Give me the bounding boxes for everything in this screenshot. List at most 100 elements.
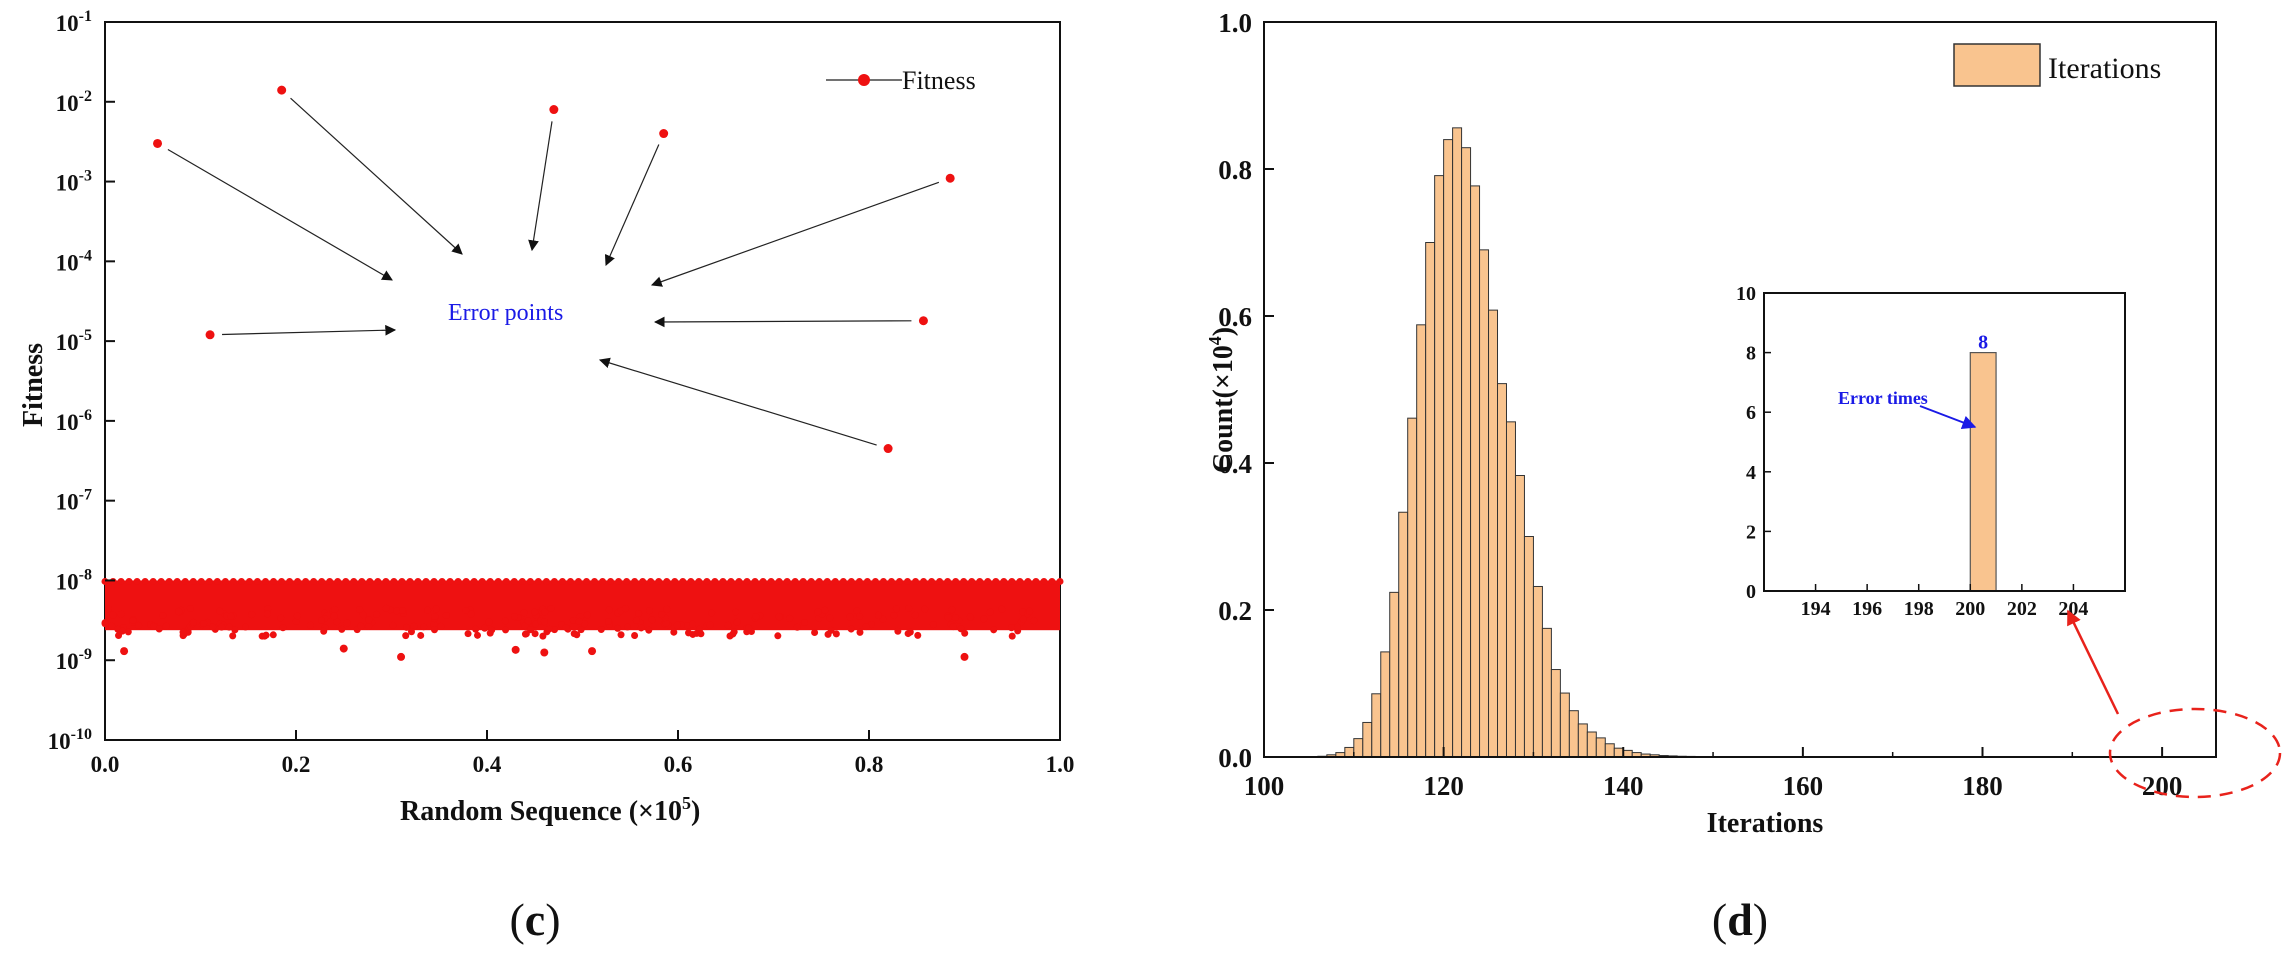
normal-point [269, 631, 277, 639]
normal-point [356, 606, 364, 614]
error-arrow [290, 97, 463, 255]
inset-x-tick-label: 202 [2007, 598, 2037, 620]
normal-point [645, 607, 653, 615]
inset-y-tick-label: 6 [1746, 402, 1756, 424]
x-tick-label-c: 0.4 [473, 752, 502, 777]
normal-point [911, 611, 919, 619]
low-outlier-point [120, 647, 129, 656]
inset-y-tick-label: 2 [1746, 521, 1756, 543]
error-point [549, 105, 559, 115]
normal-point [157, 577, 165, 585]
normal-point [541, 608, 549, 616]
normal-point [343, 619, 351, 627]
normal-point [485, 618, 493, 626]
normal-point [990, 626, 998, 634]
inset-bar-value-label: 8 [1978, 332, 1988, 354]
error-point [883, 444, 893, 454]
low-outlier-point [540, 648, 549, 657]
normal-point [847, 577, 855, 585]
normal-point [359, 611, 367, 619]
normal-point [464, 630, 472, 638]
normal-point [815, 577, 823, 585]
normal-point [670, 628, 678, 636]
normal-point [775, 613, 783, 621]
normal-point [109, 611, 117, 619]
normal-point [862, 623, 870, 631]
normal-point [473, 631, 481, 639]
normal-point [647, 577, 655, 585]
inset-x-tick-label: 194 [1801, 598, 1831, 620]
normal-point [117, 577, 125, 585]
x-axis-label-d: Iterations [1707, 808, 1824, 839]
legend-label-d: Iterations [2048, 52, 2161, 85]
normal-point [786, 614, 794, 622]
normal-point [558, 577, 566, 585]
normal-point [1056, 577, 1064, 585]
normal-point [402, 632, 410, 640]
normal-point [320, 627, 328, 635]
normal-point [570, 630, 578, 638]
inset-y-tick-label: 0 [1746, 581, 1756, 603]
normal-point [431, 613, 439, 621]
normal-point [539, 632, 547, 640]
normal-point [129, 616, 137, 624]
normal-point [984, 577, 992, 585]
normal-point [175, 608, 183, 616]
normal-point [270, 577, 278, 585]
normal-point [929, 621, 937, 629]
histogram-bar [1443, 139, 1454, 758]
normal-point [133, 577, 141, 585]
error-point [277, 85, 287, 95]
normal-point [108, 622, 116, 630]
normal-point [237, 577, 245, 585]
normal-point [165, 577, 173, 585]
normal-points-band [101, 577, 1064, 640]
normal-point [1000, 577, 1008, 585]
normal-point [823, 577, 831, 585]
y-tick-label-d: 0.2 [1218, 596, 1252, 626]
normal-point [1032, 577, 1040, 585]
error-point [153, 138, 163, 148]
normal-point [735, 577, 743, 585]
y-tick-label-c: 10-3 [56, 168, 92, 196]
normal-point [403, 623, 411, 631]
normal-point [292, 617, 300, 625]
normal-point [689, 620, 697, 628]
normal-point [631, 577, 639, 585]
normal-point [566, 577, 574, 585]
histogram-bar [1613, 747, 1624, 758]
normal-point [577, 626, 585, 634]
normal-point [961, 629, 969, 637]
normal-point [632, 616, 640, 624]
normal-point [1024, 577, 1032, 585]
normal-point [944, 614, 952, 622]
normal-point [520, 609, 528, 617]
normal-point [752, 612, 760, 620]
normal-point [432, 605, 440, 613]
normal-point [966, 613, 974, 621]
normal-point [706, 621, 714, 629]
legend-label-c: Fitness [902, 66, 976, 95]
histogram-bar [1497, 383, 1507, 758]
plot-area-d [1263, 21, 2217, 758]
normal-point [569, 617, 577, 625]
histogram-bar [1416, 324, 1427, 758]
inset-bar [1969, 352, 1997, 592]
x-tick-label-c: 0.6 [664, 752, 693, 777]
y-axis-label-c: Fitness [18, 343, 49, 427]
normal-point [277, 614, 285, 622]
normal-point [952, 613, 960, 621]
histogram-bar [1505, 421, 1516, 758]
error-arrow [650, 181, 940, 287]
normal-point [209, 623, 217, 631]
panel-label-c: (c) [509, 894, 560, 945]
normal-point [101, 620, 109, 628]
y-tick-label-c: 10-5 [56, 327, 92, 355]
normal-point [868, 621, 876, 629]
histogram-bar [1425, 242, 1436, 758]
normal-point [875, 611, 883, 619]
normal-point [767, 577, 775, 585]
inset-x-tick-label: 198 [1904, 598, 1934, 620]
